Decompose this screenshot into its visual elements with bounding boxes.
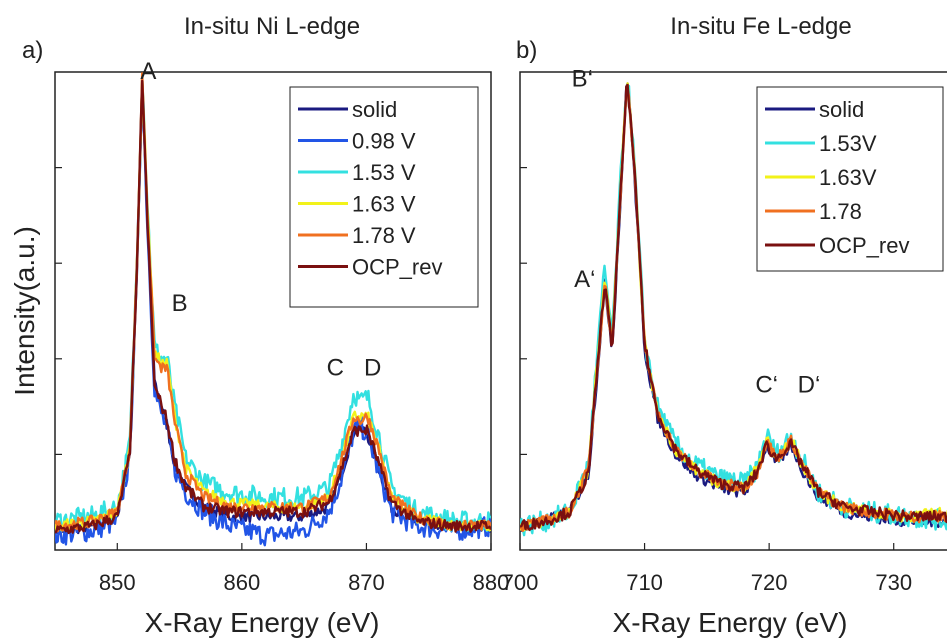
panel-a-label: a) bbox=[22, 37, 43, 64]
panel-a-annotations: A B C D bbox=[140, 58, 381, 381]
legend-label: 1.63V bbox=[819, 165, 877, 190]
panel-b-legend-box bbox=[756, 86, 944, 272]
panel-b-axes-frame bbox=[519, 71, 947, 551]
peak-label: C‘ bbox=[755, 371, 778, 398]
x-tick-label: 700 bbox=[502, 570, 539, 595]
legend-label: 0.98 V bbox=[352, 129, 416, 154]
legend-label: OCP_rev bbox=[819, 233, 909, 258]
x-tick-label: 880 bbox=[473, 570, 510, 595]
peak-label: B bbox=[172, 290, 188, 317]
peak-label: C bbox=[327, 355, 344, 382]
panel-b-ticks: 700 710 720 730 bbox=[502, 167, 912, 595]
panel-b-label: b) bbox=[516, 37, 537, 64]
panel-a-legend: solid 0.98 V 1.53 V 1.63 V 1.78 V OCP_rev bbox=[289, 86, 479, 308]
legend-label: 1.53V bbox=[819, 131, 877, 156]
panel-fe-l-edge: In-situ Fe L-edge b) 700 710 720 730 B‘ A‘ C‘… bbox=[502, 13, 947, 638]
panel-a-ticks: 850 860 870 880 bbox=[55, 167, 510, 595]
legend-label: 1.63 V bbox=[352, 192, 416, 217]
legend-label: OCP_rev bbox=[352, 255, 442, 280]
peak-label: D‘ bbox=[798, 371, 821, 398]
panel-b-x-axis-label: X-Ray Energy (eV) bbox=[613, 607, 848, 638]
x-tick-label: 870 bbox=[348, 570, 385, 595]
panel-a-y-axis-label: Intensity(a.u.) bbox=[9, 226, 40, 396]
panel-b-series bbox=[520, 82, 947, 537]
series-line-ocp-rev bbox=[55, 79, 491, 535]
x-tick-label: 860 bbox=[223, 570, 260, 595]
x-tick-label: 730 bbox=[875, 570, 912, 595]
panel-ni-l-edge: In-situ Ni L-edge a) 850 860 870 880 A B C D s… bbox=[9, 13, 509, 638]
legend-label: solid bbox=[352, 97, 397, 122]
panel-a-legend-box bbox=[289, 86, 479, 308]
x-tick-label: 720 bbox=[751, 570, 788, 595]
legend-label: 1.78 V bbox=[352, 223, 416, 248]
panel-a-x-axis-label: X-Ray Energy (eV) bbox=[145, 607, 380, 638]
series-line-ocp-rev bbox=[520, 83, 947, 532]
series-line-0-98-v bbox=[55, 90, 491, 547]
peak-label: A bbox=[140, 58, 156, 85]
panel-b-title: In-situ Fe L-edge bbox=[670, 13, 851, 40]
panel-a-series bbox=[55, 72, 491, 547]
peak-label: B‘ bbox=[572, 65, 593, 92]
legend-label: 1.53 V bbox=[352, 160, 416, 185]
panel-a-title: In-situ Ni L-edge bbox=[184, 13, 360, 40]
peak-label: A‘ bbox=[574, 266, 595, 293]
peak-label: D bbox=[364, 355, 381, 382]
panel-b-legend: solid 1.53V 1.63V 1.78 OCP_rev bbox=[756, 86, 944, 272]
panel-a-axes-frame bbox=[54, 71, 492, 551]
legend-label: 1.78 bbox=[819, 199, 862, 224]
x-tick-label: 710 bbox=[626, 570, 663, 595]
legend-label: solid bbox=[819, 97, 864, 122]
panel-b-annotations: B‘ A‘ C‘ D‘ bbox=[572, 65, 821, 398]
x-tick-label: 850 bbox=[99, 570, 136, 595]
